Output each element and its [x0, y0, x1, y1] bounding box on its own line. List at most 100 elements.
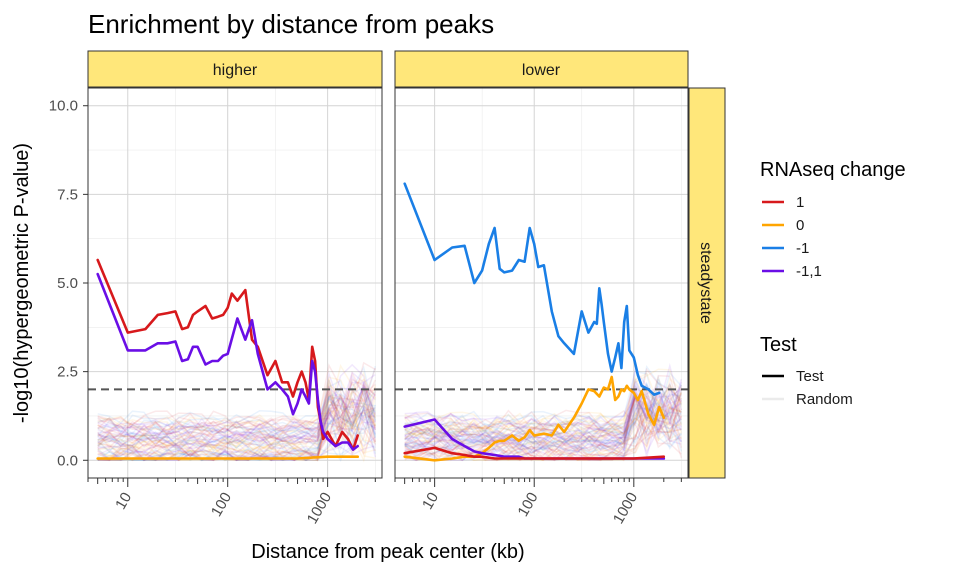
y-tick-label: 10.0	[49, 98, 78, 115]
y-axis-title: -log10(hypergeometric P-value)	[11, 143, 33, 423]
random-line	[97, 410, 376, 462]
random-line	[97, 387, 376, 441]
random-line	[404, 364, 682, 434]
strip-steadystate-label: steadystate	[697, 242, 714, 324]
y-tick-label: 7.5	[57, 186, 78, 203]
y-tick-label: 5.0	[57, 275, 78, 292]
x-tick-label: 10	[419, 490, 442, 513]
strip-steadystate	[688, 87, 726, 479]
random-line	[97, 399, 377, 462]
panel-higher-grid	[88, 88, 382, 478]
random-line	[97, 390, 376, 452]
random-line	[404, 407, 683, 461]
random-line	[97, 393, 376, 462]
random-line	[97, 398, 376, 452]
y-tick-label: 2.5	[57, 364, 78, 381]
panel-lower-series	[403, 182, 666, 462]
random-line	[97, 394, 377, 462]
random-line	[404, 413, 682, 457]
random-line	[404, 388, 682, 445]
random-line	[404, 395, 682, 462]
random-line	[404, 380, 682, 432]
random-line	[404, 383, 682, 454]
random-line	[97, 383, 376, 448]
random-line	[97, 371, 376, 435]
random-line	[404, 374, 682, 428]
random-line	[404, 367, 682, 429]
random-line	[97, 397, 376, 462]
random-line	[97, 371, 376, 436]
random-line	[404, 385, 682, 447]
random-line	[97, 371, 377, 436]
random-line	[97, 380, 376, 442]
random-line	[97, 401, 376, 462]
x-axis-title: Distance from peak center (kb)	[251, 541, 524, 563]
legend-label-1: 1	[796, 194, 804, 211]
random-line	[404, 374, 683, 434]
random-line	[404, 370, 682, 431]
random-line	[404, 384, 682, 450]
random-line	[97, 401, 377, 453]
strip-higher-label: higher	[213, 62, 258, 79]
random-line	[404, 371, 682, 439]
random-line	[404, 403, 683, 462]
strip-lower	[394, 50, 689, 88]
series-line-0	[403, 375, 666, 462]
legend-label-test: Test	[796, 368, 824, 385]
random-line	[97, 379, 376, 442]
random-line	[97, 382, 376, 450]
random-line	[404, 399, 683, 462]
series-line-1	[403, 446, 666, 460]
y-tick-label: 0.0	[57, 452, 78, 469]
random-line	[97, 404, 376, 452]
random-line	[97, 393, 376, 450]
random-line	[97, 382, 377, 449]
random-line	[97, 380, 376, 454]
y-axis: 0.0 2.5 5.0 7.5 10.0	[49, 98, 88, 469]
random-line	[404, 362, 683, 434]
random-line	[97, 407, 376, 455]
legend-label-random: Random	[796, 391, 853, 408]
random-line	[404, 392, 682, 452]
random-line	[97, 385, 376, 443]
random-line	[97, 415, 376, 460]
random-line	[404, 421, 682, 462]
random-line	[404, 388, 683, 454]
random-line	[97, 378, 377, 439]
random-line	[404, 403, 682, 457]
random-line	[97, 390, 376, 451]
random-line	[404, 390, 682, 457]
random-line	[404, 397, 682, 462]
random-line	[97, 426, 376, 462]
random-line	[404, 405, 682, 458]
random-line	[404, 374, 682, 437]
random-line	[97, 363, 377, 436]
random-line	[97, 404, 376, 460]
random-line	[404, 385, 682, 445]
legend-label-minus1-1: -1,1	[796, 263, 822, 280]
random-line	[97, 390, 377, 462]
series-line--1	[403, 182, 661, 396]
strip-lower-label: lower	[522, 62, 561, 79]
random-line	[97, 374, 377, 444]
series-line--1_1	[96, 272, 359, 451]
random-line	[97, 361, 376, 428]
random-line	[97, 378, 376, 448]
random-line	[97, 397, 376, 434]
random-line	[97, 366, 377, 439]
random-line	[97, 393, 376, 454]
random-line	[404, 402, 682, 445]
random-line	[97, 376, 376, 433]
random-line	[404, 372, 682, 431]
random-line	[404, 385, 683, 459]
random-line	[404, 390, 682, 437]
panel-lower-grid	[395, 88, 688, 478]
panel-lower-border	[394, 87, 689, 479]
random-line	[404, 381, 683, 430]
random-line	[97, 408, 376, 443]
random-line	[404, 395, 682, 454]
random-line	[404, 382, 682, 445]
random-line	[404, 392, 682, 439]
legend-label-0: 0	[796, 217, 804, 234]
panel-higher: higher	[87, 50, 383, 479]
